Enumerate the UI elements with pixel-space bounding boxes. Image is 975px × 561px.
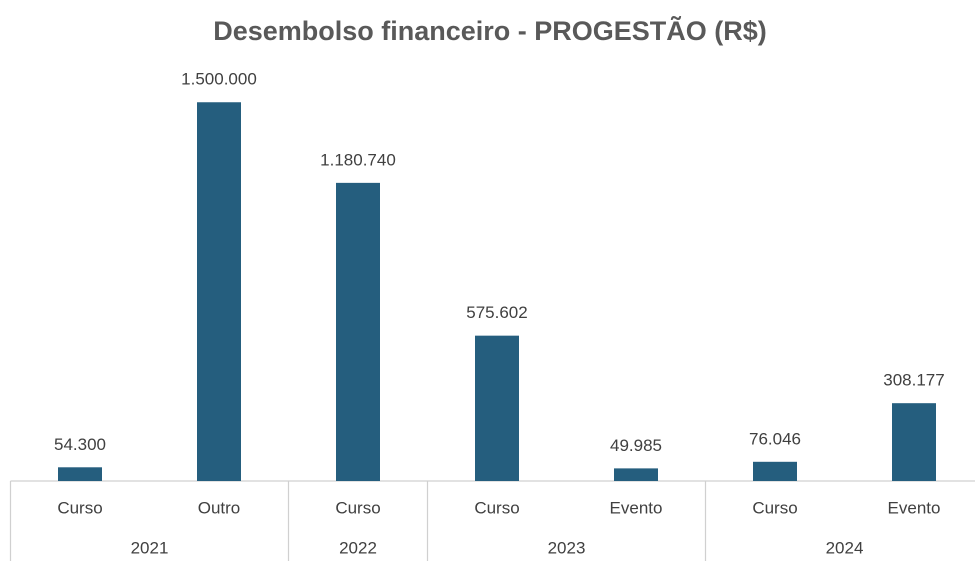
bar (614, 468, 658, 481)
data-label: 76.046 (749, 429, 801, 448)
chart-title: Desembolso financeiro - PROGESTÃO (R$) (213, 15, 767, 46)
bar (753, 461, 797, 481)
bar (197, 102, 241, 481)
x-tick-label: Curso (57, 498, 102, 517)
group-label: 2021 (131, 538, 169, 557)
group-label: 2022 (339, 538, 377, 557)
x-tick-label: Curso (335, 498, 380, 517)
x-tick-label: Evento (888, 498, 941, 517)
bar (336, 182, 380, 481)
data-label: 54.300 (54, 435, 106, 454)
data-label: 49.985 (610, 436, 662, 455)
x-tick-label: Curso (752, 498, 797, 517)
x-tick-label: Evento (610, 498, 663, 517)
data-label: 575.602 (466, 303, 527, 322)
x-tick-label: Curso (474, 498, 519, 517)
bar (475, 335, 519, 481)
group-label: 2024 (826, 538, 864, 557)
x-tick-label: Outro (198, 498, 241, 517)
data-label: 1.180.740 (320, 150, 396, 169)
bar (892, 403, 936, 481)
bar (58, 467, 102, 481)
data-label: 308.177 (883, 371, 944, 390)
group-label: 2023 (548, 538, 586, 557)
data-label: 1.500.000 (181, 70, 257, 89)
